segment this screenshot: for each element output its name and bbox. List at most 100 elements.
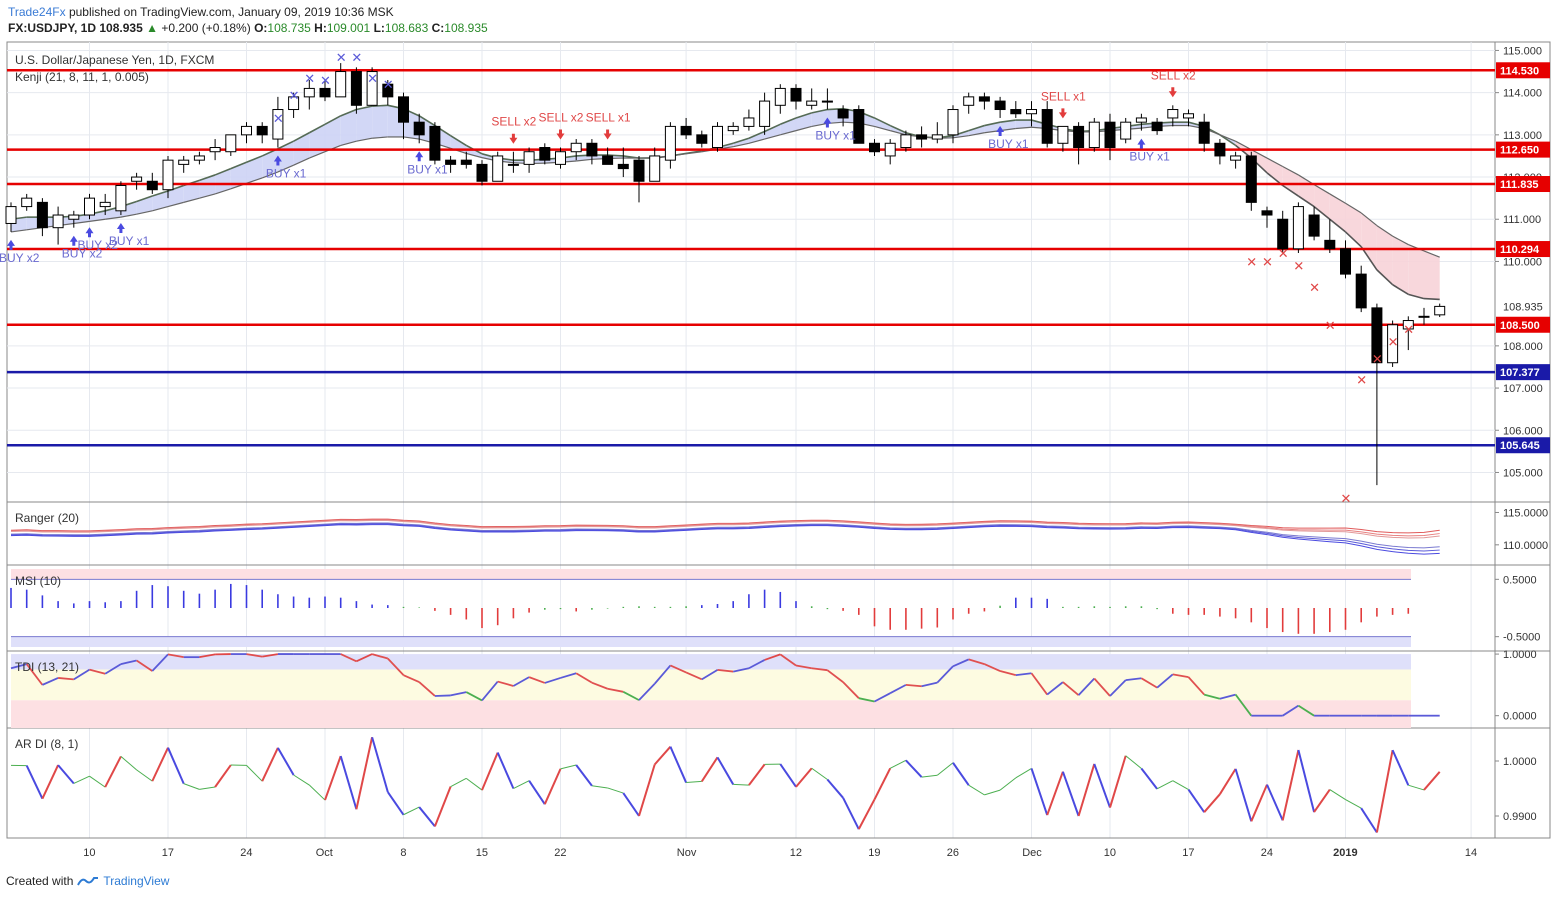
tdi-line-segment [42,677,59,686]
ardi-line-segment [889,759,907,769]
kenji-fast-line [1408,293,1425,300]
kenji-slow-line [403,136,420,140]
low-label: L: [373,21,385,35]
tdi-line-segment [58,677,74,681]
candle [507,151,519,173]
tdi-line-segment [10,663,27,670]
tdi-line-segment [811,667,828,672]
tdi-lower-zone [11,700,1411,728]
ardi-line-segment [826,778,844,799]
kenji-cloud-segment [199,174,216,199]
kenji-slow-line [1376,225,1393,237]
kenji-cloud-segment [780,117,796,135]
candle-body [225,134,237,153]
candle-body [916,134,928,140]
tdi-line-segment [654,664,672,685]
x-marker-icon: ✕ [304,71,315,86]
x-tick-label: 8 [400,847,406,859]
level-tag-label: 114.530 [1500,65,1539,77]
candle-body [947,109,959,136]
sell-arrow-icon [509,133,518,144]
ardi-line-segment [277,747,295,776]
candle [21,193,33,211]
kenji-fast-line [230,161,247,170]
ardi-line-segment [1313,789,1331,813]
publisher-name[interactable]: Trade24Fx [8,5,66,19]
ardi-line-segment [700,756,719,782]
tdi-line-segment [1046,681,1064,696]
tdi-line-segment [1030,672,1048,696]
candle-body [21,197,33,208]
y-tick-label: 115.000 [1503,45,1542,57]
ardi-line-segment [403,806,420,816]
y-tick-label: 110.000 [1503,256,1542,268]
candle [586,139,598,165]
candle-body [1402,320,1414,330]
candle-body [429,125,441,161]
candle-body [1292,206,1304,250]
candle [947,105,959,144]
candle [1418,307,1430,325]
tdi-line-segment [984,663,1001,672]
kenji-fast-line [1376,269,1394,286]
ardi-line-segment [857,798,876,830]
close-value: 108.935 [444,21,488,35]
tdi-line-segment [120,659,137,665]
candle-body [1418,315,1430,318]
ardi-line-segment [1187,789,1206,813]
tdi-line-segment [371,653,389,660]
tdi-line-segment [544,677,561,684]
candle [99,193,111,216]
tradingview-logo-icon [77,877,99,886]
candle [366,67,378,106]
candle [539,143,551,165]
level-tag-label: 108.500 [1500,320,1540,332]
kenji-cloud-segment [874,117,891,131]
tdi-line-segment [733,667,750,673]
kenji-slow-line [120,213,137,218]
sell-arrow-icon [556,129,565,140]
level-tag [1496,141,1550,158]
level-tag-label: 111.835 [1500,179,1539,191]
x-tick-label: 17 [162,847,174,859]
candle [445,155,457,173]
candle [617,147,629,178]
ardi-line-segment [57,764,75,785]
tradingview-link[interactable]: TradingView [103,874,170,888]
low-value: 108.683 [384,21,429,35]
x-tick-label: 22 [554,847,566,859]
kenji-cloud-segment [168,185,184,207]
kenji-cloud-segment [1314,184,1330,220]
kenji-fast-line [356,105,373,111]
candle-body [586,142,598,157]
tdi-line-segment [889,684,907,694]
candle-body [1308,214,1320,237]
kenji-cloud-segment [1172,122,1189,126]
kenji-slow-line [152,206,169,212]
tdi-line-segment [1187,676,1205,696]
kenji-fast-line [1392,283,1409,296]
ardi-line-segment [575,764,593,787]
candle-body [1277,218,1289,250]
chart-canvas[interactable]: 115.000114.000113.000112.000111.000110.0… [0,0,1565,870]
x-marker-icon: ✕ [1309,280,1320,295]
x-tick-label: 10 [83,847,95,859]
kenji-slow-line [309,151,326,159]
kenji-fast-line [827,107,844,111]
kenji-fast-line [780,117,797,126]
buy-signal-label: BUY x1 [1129,150,1170,164]
buy-arrow-icon [823,117,832,128]
kenji-cloud-segment [230,162,247,189]
candle-body [241,125,252,136]
ranger-band-line [10,522,1440,549]
kenji-cloud-segment [246,155,263,184]
kenji-fast-line [889,124,907,134]
ardi-line-segment [607,787,624,794]
ardi-line-segment [1250,784,1268,822]
kenji-slow-line [1251,149,1268,159]
kenji-fast-line [152,190,169,197]
candle-body [602,155,614,165]
kenji-cloud-segment [372,105,388,139]
msi-upper-zone [11,569,1411,580]
candle-body [963,96,975,106]
